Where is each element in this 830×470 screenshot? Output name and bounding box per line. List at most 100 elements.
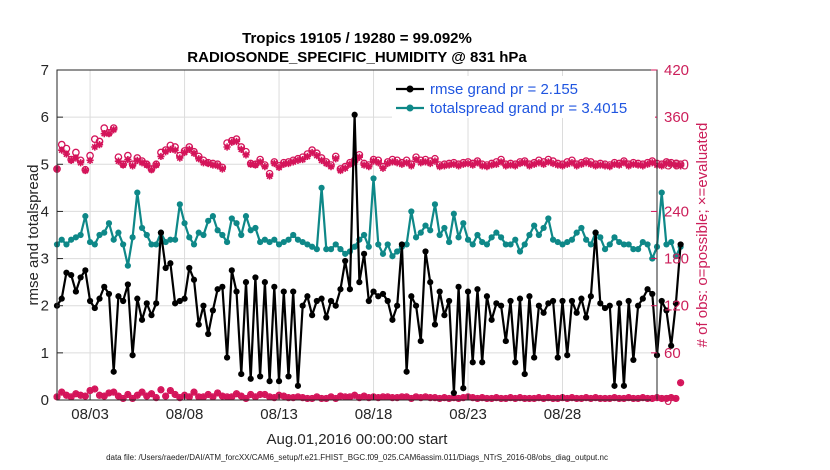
obs-evaluated-point (72, 154, 80, 162)
rmse-point (318, 295, 325, 302)
legend-marker-rmse (406, 85, 414, 93)
obs-evaluated-point (540, 160, 548, 168)
rmse-point (379, 290, 387, 298)
obs-bottom-evaluated-point (200, 393, 207, 401)
obs-evaluated-point (100, 130, 108, 138)
totalspread-point (464, 236, 472, 243)
obs-bottom-evaluated-point (190, 388, 198, 396)
obs-evaluated-point (209, 161, 217, 169)
obs-evaluated-point (374, 159, 382, 167)
series-obs-evaluated (53, 126, 685, 180)
rmse-point (639, 295, 646, 302)
totalspread-point (408, 208, 415, 215)
obs-bottom-evaluated-point (218, 392, 226, 400)
obs-bottom-evaluated-point (252, 393, 259, 401)
rmse-point (384, 297, 391, 305)
obs-evaluated-point (95, 141, 104, 149)
obs-bottom-evaluated-point (133, 391, 141, 399)
obs-bottom-evaluated-point (138, 388, 146, 396)
rmse-point (342, 257, 349, 265)
totalspread-point (531, 222, 538, 229)
obs-bottom-evaluated-point (355, 394, 363, 402)
rmse-point (474, 286, 481, 293)
obs-evaluated-point (445, 161, 453, 169)
obs-evaluated-point (171, 146, 179, 154)
rmse-point (138, 316, 146, 323)
obs-bottom-evaluated-point (492, 394, 500, 402)
obs-evaluated-point (473, 159, 482, 167)
obs-bottom-evaluated-point (77, 391, 85, 399)
obs-bottom-evaluated-point (171, 391, 179, 398)
y-right-tick-label: 360 (664, 109, 689, 126)
totalspread-point (105, 220, 113, 227)
obs-bottom-evaluated-point (261, 391, 269, 398)
totalspread-point (77, 231, 84, 239)
totalspread-point (228, 215, 235, 222)
obs-evaluated-point (147, 166, 156, 174)
obs-bottom-evaluated-point (634, 395, 642, 402)
obs-evaluated-point (237, 145, 245, 153)
totalspread-point (644, 241, 651, 248)
obs-bottom-evaluated-point (507, 394, 514, 402)
totalspread-point (370, 175, 377, 182)
totalspread-point (360, 231, 368, 239)
totalspread-point (162, 238, 169, 246)
y-tick-label: 0 (41, 392, 49, 409)
totalspread-point (389, 253, 396, 260)
totalspread-point (86, 238, 94, 246)
obs-evaluated-point (133, 156, 141, 164)
obs-evaluated-point (412, 155, 420, 164)
totalspread-point (379, 250, 387, 257)
legend-box (392, 76, 655, 118)
rmse-point (162, 264, 169, 272)
obs-evaluated-point (658, 162, 666, 170)
totalspread-point (450, 210, 457, 217)
rmse-point (351, 111, 358, 118)
obs-evaluated-point (591, 162, 600, 170)
obs-bottom-evaluated-point (441, 394, 448, 402)
y-right-tick-label: 420 (664, 62, 689, 79)
obs-bottom-evaluated-point (58, 388, 66, 396)
obs-bottom-evaluated-point (119, 395, 127, 402)
rmse-point (559, 297, 566, 305)
obs-bottom-evaluated-point (72, 390, 80, 398)
totalspread-point (257, 238, 264, 246)
obs-bottom-evaluated-point (592, 394, 599, 402)
obs-evaluated-point (270, 159, 278, 168)
obs-bottom-evaluated-point (384, 393, 392, 401)
rmse-point (327, 297, 335, 305)
y-axis-right-label: # of obs: o=possible; ×=evaluated (694, 123, 711, 348)
obs-evaluated-point (275, 163, 283, 172)
rmse-point (228, 267, 235, 274)
rmse-point (167, 260, 174, 267)
totalspread-point (502, 241, 509, 248)
y-right-tick-label: 0 (664, 392, 672, 409)
obs-evaluated-point (596, 161, 604, 169)
y-right-tick-label: 240 (664, 203, 689, 220)
totalspread-point (124, 262, 131, 269)
obs-bottom-evaluated-point (346, 393, 354, 401)
totalspread-point (479, 238, 486, 246)
totalspread-point (441, 224, 448, 232)
rmse-point (502, 337, 509, 345)
rmse-point (101, 283, 108, 290)
rmse-point (105, 290, 113, 298)
rmse-point (115, 293, 122, 300)
rmse-point (601, 304, 609, 312)
obs-evaluated-point (577, 160, 586, 168)
rmse-point (77, 274, 84, 281)
totalspread-point (559, 241, 566, 248)
rmse-point (186, 264, 193, 272)
obs-bottom-evaluated-point (337, 392, 344, 400)
obs-bottom-evaluated-point (615, 395, 623, 402)
rmse-point (124, 281, 131, 288)
obs-evaluated-point (119, 161, 127, 169)
rmse-point (370, 288, 377, 295)
obs-evaluated-point (303, 152, 311, 161)
obs-bottom-evaluated-point (351, 391, 359, 399)
obs-evaluated-point (554, 161, 562, 169)
obs-evaluated-point (431, 157, 439, 165)
rmse-point (389, 316, 396, 323)
rmse-point (91, 304, 98, 312)
totalspread-point (431, 201, 439, 208)
